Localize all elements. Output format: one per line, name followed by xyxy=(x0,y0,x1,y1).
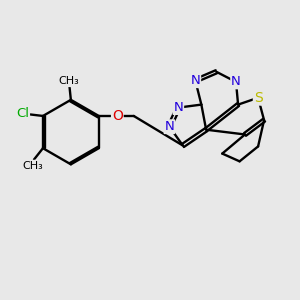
Text: S: S xyxy=(254,91,262,105)
Text: N: N xyxy=(190,74,200,87)
Text: N: N xyxy=(231,75,241,88)
Text: N: N xyxy=(173,101,183,114)
Text: Cl: Cl xyxy=(16,107,29,120)
Text: O: O xyxy=(112,109,123,123)
Text: N: N xyxy=(164,120,174,133)
Text: CH₃: CH₃ xyxy=(22,160,43,170)
Text: CH₃: CH₃ xyxy=(58,76,79,86)
